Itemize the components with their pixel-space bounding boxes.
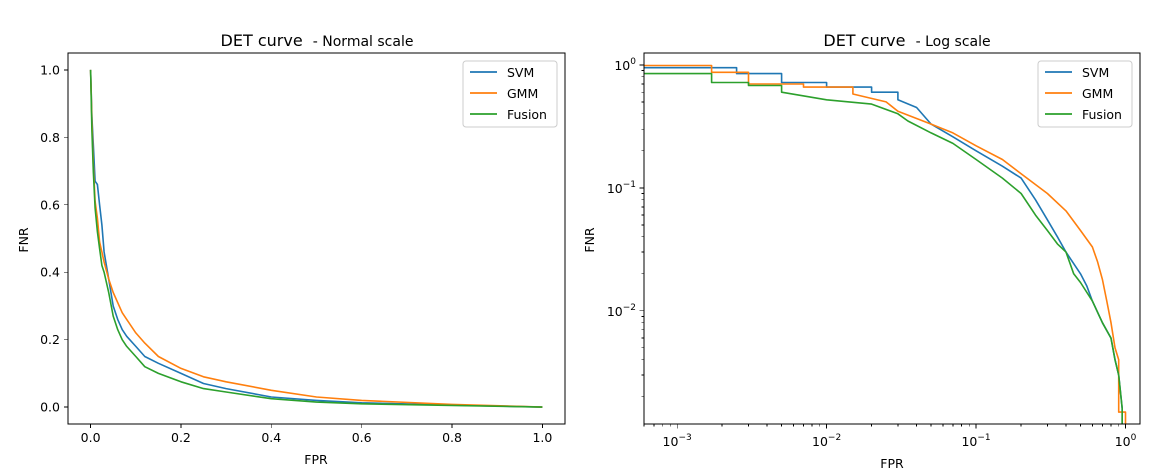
x-tick-label: 0.6 bbox=[352, 430, 372, 445]
y-tick-label: 0.6 bbox=[40, 197, 60, 212]
legend-label-svm: SVM bbox=[507, 65, 534, 80]
legend-box-normal bbox=[462, 60, 558, 128]
curve-fusion bbox=[89, 69, 543, 408]
axes-frame-normal bbox=[67, 52, 566, 425]
chart-title-main: DET curve bbox=[221, 31, 303, 50]
x-tick-label: 0.2 bbox=[171, 430, 191, 445]
y-ticks-log: 10−2 10−1 100 bbox=[607, 57, 644, 398]
legend-label-svm: SVM bbox=[1082, 65, 1109, 80]
legend-label-gmm: GMM bbox=[1082, 86, 1113, 101]
y-ticks-normal: 0.0 0.2 0.4 0.6 0.8 1.0 bbox=[40, 62, 68, 415]
x-tick-label: 0.8 bbox=[442, 430, 462, 445]
x-tick-label: 100 bbox=[1115, 433, 1137, 449]
x-tick-label: 1.0 bbox=[532, 430, 552, 445]
y-axis-label-normal: FNR bbox=[16, 227, 31, 253]
x-tick-label: 0.4 bbox=[261, 430, 281, 445]
legend-box-log bbox=[1037, 60, 1133, 128]
y-tick-label: 10−1 bbox=[607, 180, 636, 196]
curve-gmm bbox=[644, 64, 1127, 424]
x-tick-label: 10−1 bbox=[961, 433, 990, 449]
y-tick-label: 0.4 bbox=[40, 265, 60, 280]
x-tick-label: 10−2 bbox=[812, 433, 841, 449]
y-tick-label: 0.8 bbox=[40, 130, 60, 145]
curve-fusion bbox=[644, 72, 1123, 424]
legend-label-fusion: Fusion bbox=[507, 107, 547, 122]
curves-log bbox=[644, 64, 1127, 424]
y-tick-label: 0.0 bbox=[40, 400, 60, 415]
chart-title-main: DET curve bbox=[823, 31, 905, 50]
axes-frame-log bbox=[643, 52, 1141, 425]
y-tick-label: 1.0 bbox=[40, 62, 60, 77]
legend-label-gmm: GMM bbox=[507, 86, 538, 101]
x-tick-label: 0.0 bbox=[81, 430, 101, 445]
y-tick-label: 100 bbox=[614, 57, 636, 73]
y-tick-label: 0.2 bbox=[40, 332, 60, 347]
y-tick-label: 10−2 bbox=[607, 303, 636, 319]
legend-label-fusion: Fusion bbox=[1082, 107, 1122, 122]
x-ticks-normal: 0.0 0.2 0.4 0.6 0.8 1.0 bbox=[81, 424, 552, 445]
chart-title-sub: - Log scale bbox=[916, 34, 991, 50]
curves-normal bbox=[89, 69, 543, 408]
x-axis-label-log: FPR bbox=[880, 456, 904, 471]
curve-gmm bbox=[89, 69, 543, 408]
y-axis-label-log: FNR bbox=[582, 227, 597, 253]
chart-title-normal: DET curve - Normal scale bbox=[221, 31, 414, 50]
legend-log: SVM GMM Fusion bbox=[1037, 60, 1133, 128]
x-tick-label: 10−3 bbox=[663, 433, 692, 449]
legend-normal: SVM GMM Fusion bbox=[462, 60, 558, 128]
chart-title-sub: - Normal scale bbox=[313, 34, 414, 50]
curve-svm bbox=[89, 69, 543, 408]
det-chart-log-scale: DET curve - Log scale 10−3 10−2 10−1 100 10… bbox=[582, 31, 1141, 471]
x-ticks-log: 10−3 10−2 10−1 100 bbox=[643, 424, 1137, 449]
chart-title-log: DET curve - Log scale bbox=[823, 31, 990, 50]
x-axis-label-normal: FPR bbox=[304, 452, 328, 467]
det-chart-normal-scale: DET curve - Normal scale 0.0 0.2 0.4 0.6 0.8… bbox=[16, 31, 566, 467]
